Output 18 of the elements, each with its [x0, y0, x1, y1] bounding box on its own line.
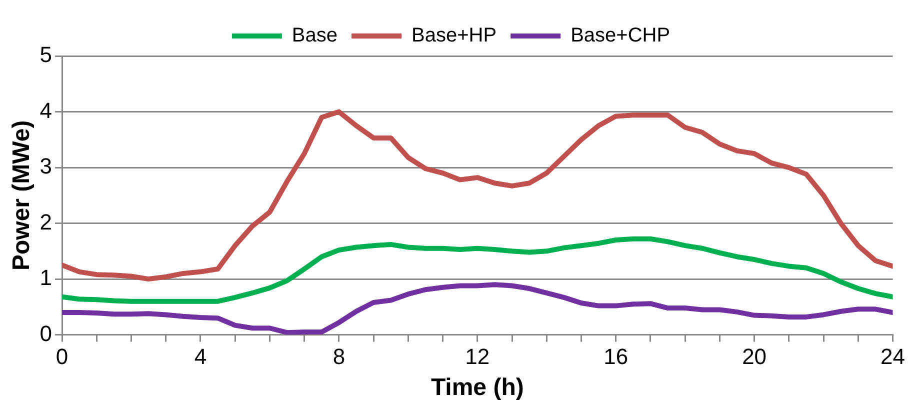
x-tick-label: 16: [604, 344, 628, 370]
y-tick-label: 0: [40, 320, 52, 346]
x-tick-label: 0: [56, 344, 68, 370]
legend-label: Base+HP: [412, 24, 497, 47]
y-tick-label: 1: [40, 265, 52, 290]
legend-label: Base: [292, 24, 338, 47]
x-axis-title: Time (h): [430, 374, 524, 402]
legend-label: Base+CHP: [570, 24, 670, 47]
x-tick-label: 8: [332, 344, 346, 370]
x-tick-label: 24: [880, 344, 906, 370]
y-tick-label: 3: [40, 154, 52, 179]
y-tick-label: 2: [40, 209, 52, 234]
y-tick-label: 4: [40, 98, 52, 123]
x-tick-label: 20: [742, 344, 767, 370]
x-tick-label: 4: [194, 344, 207, 370]
y-axis-title: Power (MWe): [8, 120, 36, 271]
y-tick-label: 5: [40, 42, 52, 68]
x-tick-label: 12: [465, 344, 490, 370]
